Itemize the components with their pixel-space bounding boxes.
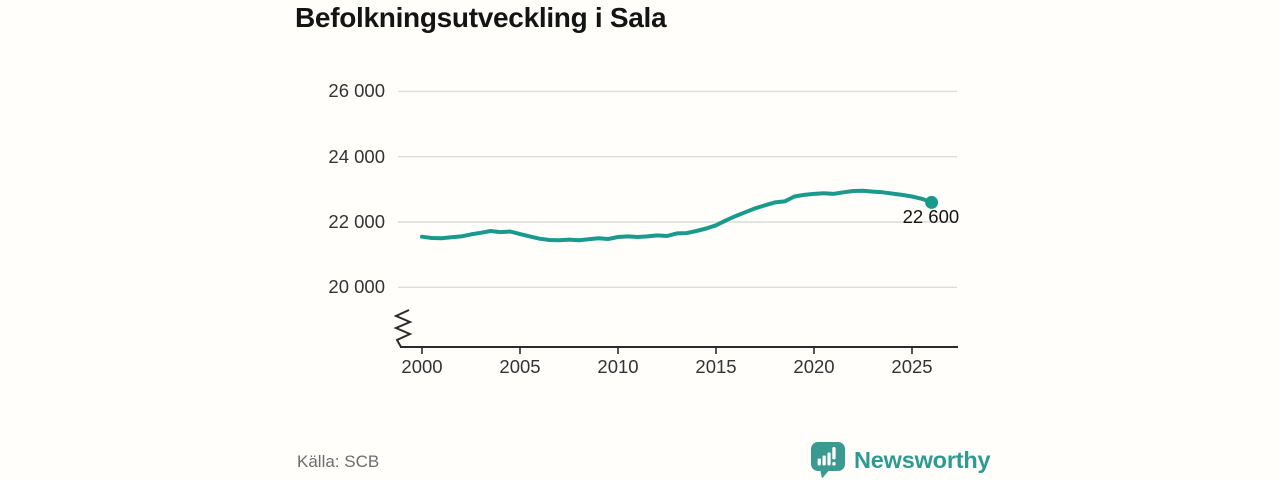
axis-break-zigzag [393,309,413,348]
x-tick-label: 2010 [597,356,639,377]
population-line [420,188,934,243]
source-label: Källa: SCB [297,452,380,471]
end-value-label: 22 600 [902,206,960,228]
newsworthy-logo: Newsworthy [810,441,991,479]
x-tick-label: 2015 [695,356,737,377]
x-tick-label: 2020 [793,356,835,377]
bar-large [827,452,831,466]
y-tick-label: 20 000 [328,276,385,298]
x-tick-label: 2025 [891,356,933,377]
x-tick-label: 2005 [499,356,541,377]
endpoint-marker [925,195,939,209]
x-tick-label: 2000 [401,356,443,377]
y-tick-label: 24 000 [328,145,385,167]
newsworthy-icon [811,442,845,479]
bar-small [817,458,821,466]
bar-medium [822,455,826,466]
y-tick-label: 22 000 [328,211,385,232]
newsworthy-wordmark: Newsworthy [854,446,991,473]
y-tick-label: 26 000 [328,80,385,102]
chart-title: Befolkningsutveckling i Sala [295,2,667,33]
exclamation-dot [832,462,836,466]
exclamation-stroke [832,447,836,460]
